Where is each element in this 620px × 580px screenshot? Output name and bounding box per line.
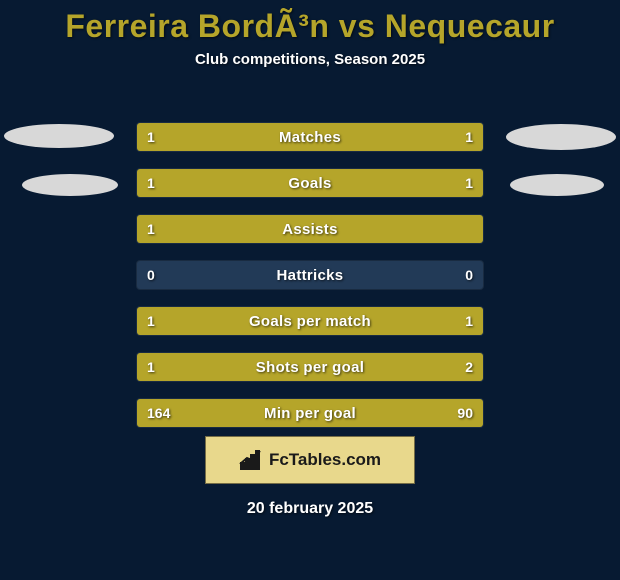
- row-label: Goals per match: [137, 307, 483, 335]
- stat-row: 11Goals per match: [136, 306, 484, 336]
- stat-row: 1Assists: [136, 214, 484, 244]
- stat-row: 11Matches: [136, 122, 484, 152]
- row-label: Matches: [137, 123, 483, 151]
- branding-text: FcTables.com: [269, 450, 381, 470]
- page-title: Ferreira BordÃ³n vs Nequecaur: [0, 0, 620, 45]
- row-label: Assists: [137, 215, 483, 243]
- row-label: Hattricks: [137, 261, 483, 289]
- chart-icon: [239, 449, 263, 471]
- footer-date: 20 february 2025: [0, 500, 620, 518]
- stat-rows: 11Matches 11Goals 1Assists 00Hattricks 11Goa…: [136, 122, 484, 428]
- stat-row: 00Hattricks: [136, 260, 484, 290]
- stat-row: 16490Min per goal: [136, 398, 484, 428]
- comparison-infographic: Ferreira BordÃ³n vs Nequecaur Club compe…: [0, 0, 620, 580]
- stat-row: 11Goals: [136, 168, 484, 198]
- branding-badge[interactable]: FcTables.com: [205, 436, 415, 484]
- row-label: Shots per goal: [137, 353, 483, 381]
- stat-row: 12Shots per goal: [136, 352, 484, 382]
- page-subtitle: Club competitions, Season 2025: [0, 51, 620, 68]
- row-label: Goals: [137, 169, 483, 197]
- row-label: Min per goal: [137, 399, 483, 427]
